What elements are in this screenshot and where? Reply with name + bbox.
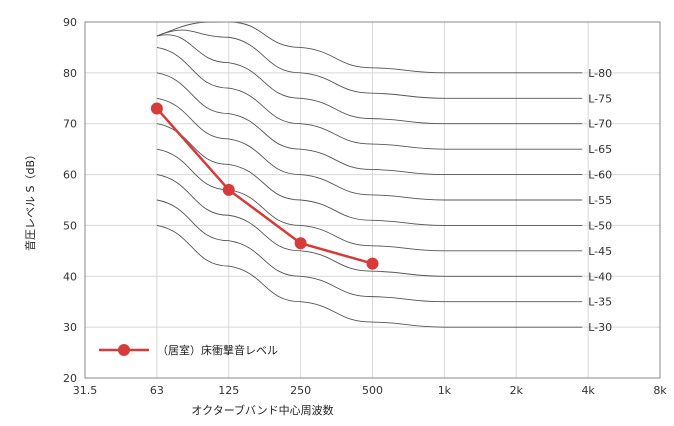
curve-label: L-55 (588, 194, 612, 207)
curve-label: L-45 (588, 245, 612, 258)
x-axis-title: オクターブバンド中心周波数 (191, 403, 333, 417)
l-curve (156, 123, 583, 226)
y-tick-label: 90 (63, 16, 77, 29)
x-tick-label: 31.5 (73, 384, 98, 397)
l-curve (156, 174, 583, 277)
x-tick-label: 500 (362, 384, 383, 397)
y-tick-label: 80 (63, 67, 77, 80)
l-curve (156, 46, 583, 150)
l-curve (156, 21, 583, 74)
series-point (366, 257, 379, 270)
plot-frame (84, 21, 661, 379)
curve-label: L-80 (588, 67, 612, 80)
curve-label: L-30 (588, 321, 612, 334)
x-tick-label: 2k (510, 384, 524, 397)
y-tick-labels: 20 30 40 50 60 70 80 90 (63, 16, 77, 385)
curve-label: L-50 (588, 219, 612, 232)
series-point (294, 237, 307, 250)
x-tick-label: 63 (150, 384, 164, 397)
l-curve (156, 148, 583, 252)
reference-curves (156, 21, 583, 328)
curve-label: L-35 (588, 296, 612, 309)
x-tick-label: 125 (218, 384, 239, 397)
y-tick-label: 70 (63, 118, 77, 131)
series-line (155, 107, 373, 265)
y-tick-label: 50 (63, 219, 77, 232)
y-tick-label: 60 (63, 169, 77, 182)
y-tick-label: 40 (63, 270, 77, 283)
l-curve (156, 199, 583, 303)
curve-label: L-40 (588, 270, 612, 283)
y-axis-title: 音圧レベル S（dB） (23, 149, 37, 251)
curve-label: L-65 (588, 143, 612, 156)
l-curve (156, 34, 583, 125)
l-curve (156, 72, 583, 176)
legend-label: （居室）床衝撃音レベル (157, 343, 278, 357)
legend-marker (118, 344, 130, 357)
l-curve (156, 224, 583, 328)
curve-label: L-70 (588, 118, 612, 131)
y-tick-label: 20 (63, 372, 77, 385)
curve-labels: L-30 L-35 L-40 L-45 L-50 L-55 L-60 L-65 L-70 L-75… (588, 67, 612, 334)
series-point (150, 102, 163, 115)
legend: （居室）床衝撃音レベル (99, 343, 278, 357)
x-tick-label: 4k (581, 384, 595, 397)
x-tick-labels: 31.5 63 125 250 500 1k 2k 4k 8k (73, 384, 668, 397)
y-tick-label: 30 (63, 321, 77, 334)
series-point (222, 183, 235, 196)
l-curve (156, 97, 583, 201)
x-tick-label: 8k (653, 384, 667, 397)
x-tick-label: 1k (438, 384, 452, 397)
series (150, 102, 379, 270)
l-curve (156, 29, 583, 99)
curve-label: L-60 (588, 169, 612, 182)
curve-label: L-75 (588, 92, 612, 105)
x-tick-label: 250 (290, 384, 311, 397)
